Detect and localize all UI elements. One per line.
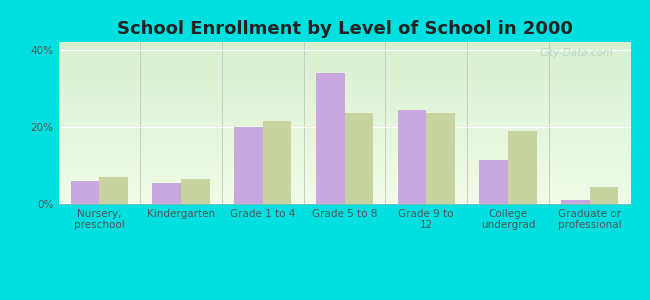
Bar (71, 181, 99, 204)
Bar (263, 121, 291, 204)
Title: School Enrollment by Level of School in 2000: School Enrollment by Level of School in … (116, 20, 573, 38)
Bar (344, 113, 373, 204)
Bar (590, 187, 618, 204)
Bar (479, 160, 508, 204)
Bar (234, 127, 263, 204)
Text: City-Data.com: City-Data.com (540, 49, 614, 58)
Bar (398, 110, 426, 204)
Bar (508, 131, 536, 204)
Bar (316, 73, 344, 204)
Bar (99, 177, 128, 204)
Bar (181, 179, 210, 204)
Bar (153, 183, 181, 204)
Bar (561, 200, 590, 204)
Bar (426, 113, 455, 204)
